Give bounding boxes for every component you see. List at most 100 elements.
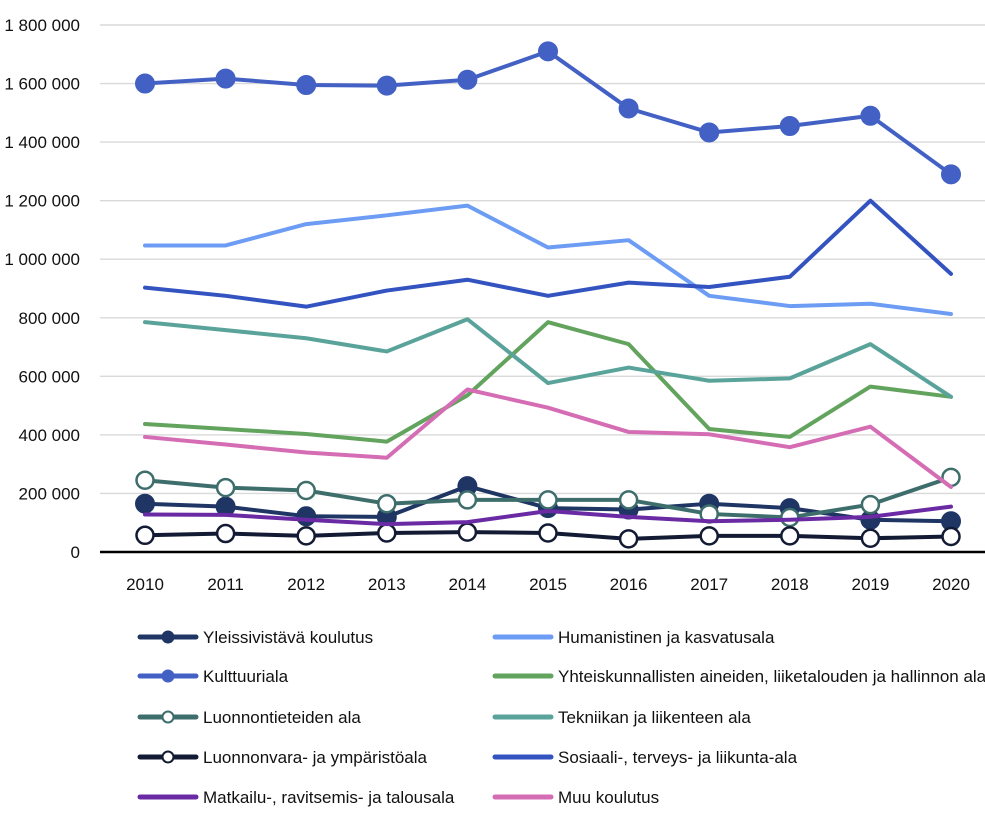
- legend-label: Luonnontieteiden ala: [203, 708, 361, 727]
- legend-label: Kulttuuriala: [203, 667, 289, 686]
- legend-item: Kulttuuriala: [137, 667, 289, 686]
- legend-item: Muu koulutus: [492, 788, 659, 807]
- x-axis-ticks: 2010 2011 2012 2013 2014 2015 2016 2017 2018 2019…: [126, 575, 970, 594]
- data-point: [377, 493, 397, 514]
- legend-marker: [161, 750, 175, 764]
- data-point: [135, 525, 155, 546]
- data-point: [941, 164, 961, 185]
- series-line: [143, 198, 953, 309]
- series: [143, 317, 953, 399]
- data-point: [780, 526, 800, 546]
- x-tick-label: 2015: [529, 575, 567, 594]
- data-point: [296, 506, 317, 527]
- data-point: [538, 523, 558, 543]
- data-point: [618, 529, 639, 549]
- legend-label: Humanistinen ja kasvatusala: [558, 628, 775, 647]
- legend-label: Tekniikan ja liikenteen ala: [558, 708, 751, 727]
- series-line: [143, 49, 953, 177]
- data-point: [296, 75, 317, 96]
- data-point: [457, 69, 478, 90]
- legend-label: Matkailu-, ravitsemis- ja talousala: [203, 788, 455, 807]
- y-tick-label: 600 000: [19, 367, 80, 386]
- legend-marker: [161, 710, 175, 724]
- data-point: [618, 98, 639, 119]
- series-lines: [135, 41, 961, 549]
- data-point: [699, 526, 719, 546]
- legend-label: Muu koulutus: [558, 788, 659, 807]
- x-tick-label: 2016: [610, 575, 648, 594]
- y-tick-label: 1 800 000: [4, 16, 80, 35]
- legend-label: Luonnonvara- ja ympäristöala: [203, 748, 428, 767]
- data-point: [296, 480, 316, 501]
- x-tick-label: 2013: [368, 575, 406, 594]
- y-tick-label: 0: [71, 543, 80, 562]
- legend-item: Tekniikan ja liikenteen ala: [492, 708, 751, 727]
- y-tick-label: 1 200 000: [4, 192, 80, 211]
- legend-item: Luonnonvara- ja ympäristöala: [137, 748, 428, 767]
- legend-marker: [161, 669, 175, 683]
- data-point: [376, 75, 397, 96]
- legend-item: Luonnontieteiden ala: [137, 708, 361, 727]
- y-tick-label: 1 400 000: [4, 133, 80, 152]
- y-tick-label: 800 000: [19, 309, 80, 328]
- data-point: [296, 526, 316, 546]
- x-tick-label: 2011: [207, 575, 244, 594]
- data-point: [135, 493, 155, 514]
- legend-marker: [161, 630, 175, 644]
- series: [143, 198, 953, 309]
- series-line: [143, 317, 953, 399]
- data-point: [215, 477, 236, 498]
- y-axis-ticks: 0 200 000 400 000 600 000 800 000 1 000 000 1 …: [4, 16, 80, 562]
- series: [135, 41, 961, 185]
- legend-label: Yhteiskunnallisten aineiden, liiketaloud…: [558, 667, 985, 686]
- x-tick-label: 2019: [851, 575, 889, 594]
- legend-item: Sosiaali-, terveys- ja liikunta-ala: [492, 748, 798, 767]
- data-point: [457, 490, 478, 510]
- legend: Yleissivistävä koulutus Humanistinen ja k…: [137, 628, 985, 807]
- series-line: [143, 320, 953, 444]
- data-point: [860, 528, 881, 548]
- data-point: [941, 526, 961, 547]
- series-line: [143, 504, 953, 527]
- series-line: [143, 203, 953, 316]
- data-point: [538, 41, 558, 62]
- series: [135, 467, 961, 528]
- data-point: [780, 507, 800, 528]
- data-point: [618, 490, 639, 510]
- data-point: [699, 122, 720, 143]
- data-point: [860, 105, 881, 126]
- series: [143, 387, 953, 490]
- series: [143, 320, 953, 444]
- series: [143, 203, 953, 316]
- data-point: [215, 523, 236, 544]
- data-point: [860, 494, 881, 515]
- gridlines: [100, 24, 985, 495]
- legend-item: Yhteiskunnallisten aineiden, liiketaloud…: [492, 667, 985, 686]
- legend-item: Yleissivistävä koulutus: [137, 628, 373, 647]
- x-tick-label: 2018: [771, 575, 809, 594]
- y-tick-label: 400 000: [19, 426, 80, 445]
- data-point: [457, 522, 478, 542]
- legend-item: Matkailu-, ravitsemis- ja talousala: [137, 788, 455, 807]
- y-tick-label: 1 600 000: [4, 75, 80, 94]
- x-tick-label: 2017: [690, 575, 728, 594]
- x-tick-label: 2020: [932, 575, 970, 594]
- data-point: [215, 68, 236, 89]
- x-tick-label: 2014: [448, 575, 486, 594]
- legend-label: Sosiaali-, terveys- ja liikunta-ala: [558, 748, 798, 767]
- series: [135, 522, 961, 549]
- x-tick-label: 2012: [287, 575, 325, 594]
- data-point: [135, 470, 155, 491]
- x-tick-label: 2010: [126, 575, 164, 594]
- legend-item: Humanistinen ja kasvatusala: [492, 628, 775, 647]
- legend-label: Yleissivistävä koulutus: [203, 628, 373, 647]
- y-tick-label: 200 000: [19, 484, 80, 503]
- series-line: [143, 387, 953, 490]
- data-point: [538, 490, 558, 510]
- data-point: [779, 116, 800, 137]
- series: [143, 504, 953, 527]
- y-tick-label: 1 000 000: [4, 250, 80, 269]
- data-point: [377, 523, 397, 543]
- data-point: [135, 73, 155, 94]
